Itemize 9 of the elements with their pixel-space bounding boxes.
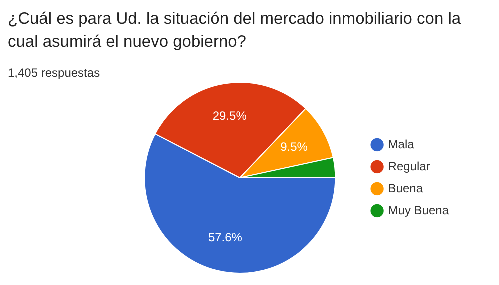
data-label: 29.5% — [212, 109, 248, 124]
data-label: 57.6% — [208, 230, 243, 245]
legend-label: Mala — [388, 137, 415, 152]
chart-subtitle: 1,405 respuestas — [8, 66, 100, 80]
chart-title: ¿Cuál es para Ud. la situación del mercado inmobiliario con la cual asumirá el nuevo gobierno? — [8, 9, 462, 53]
legend-label: Regular — [388, 159, 430, 174]
legend-label: Muy Buena — [388, 203, 450, 218]
data-label: 9.5% — [280, 140, 308, 154]
legend-label: Buena — [388, 181, 424, 196]
